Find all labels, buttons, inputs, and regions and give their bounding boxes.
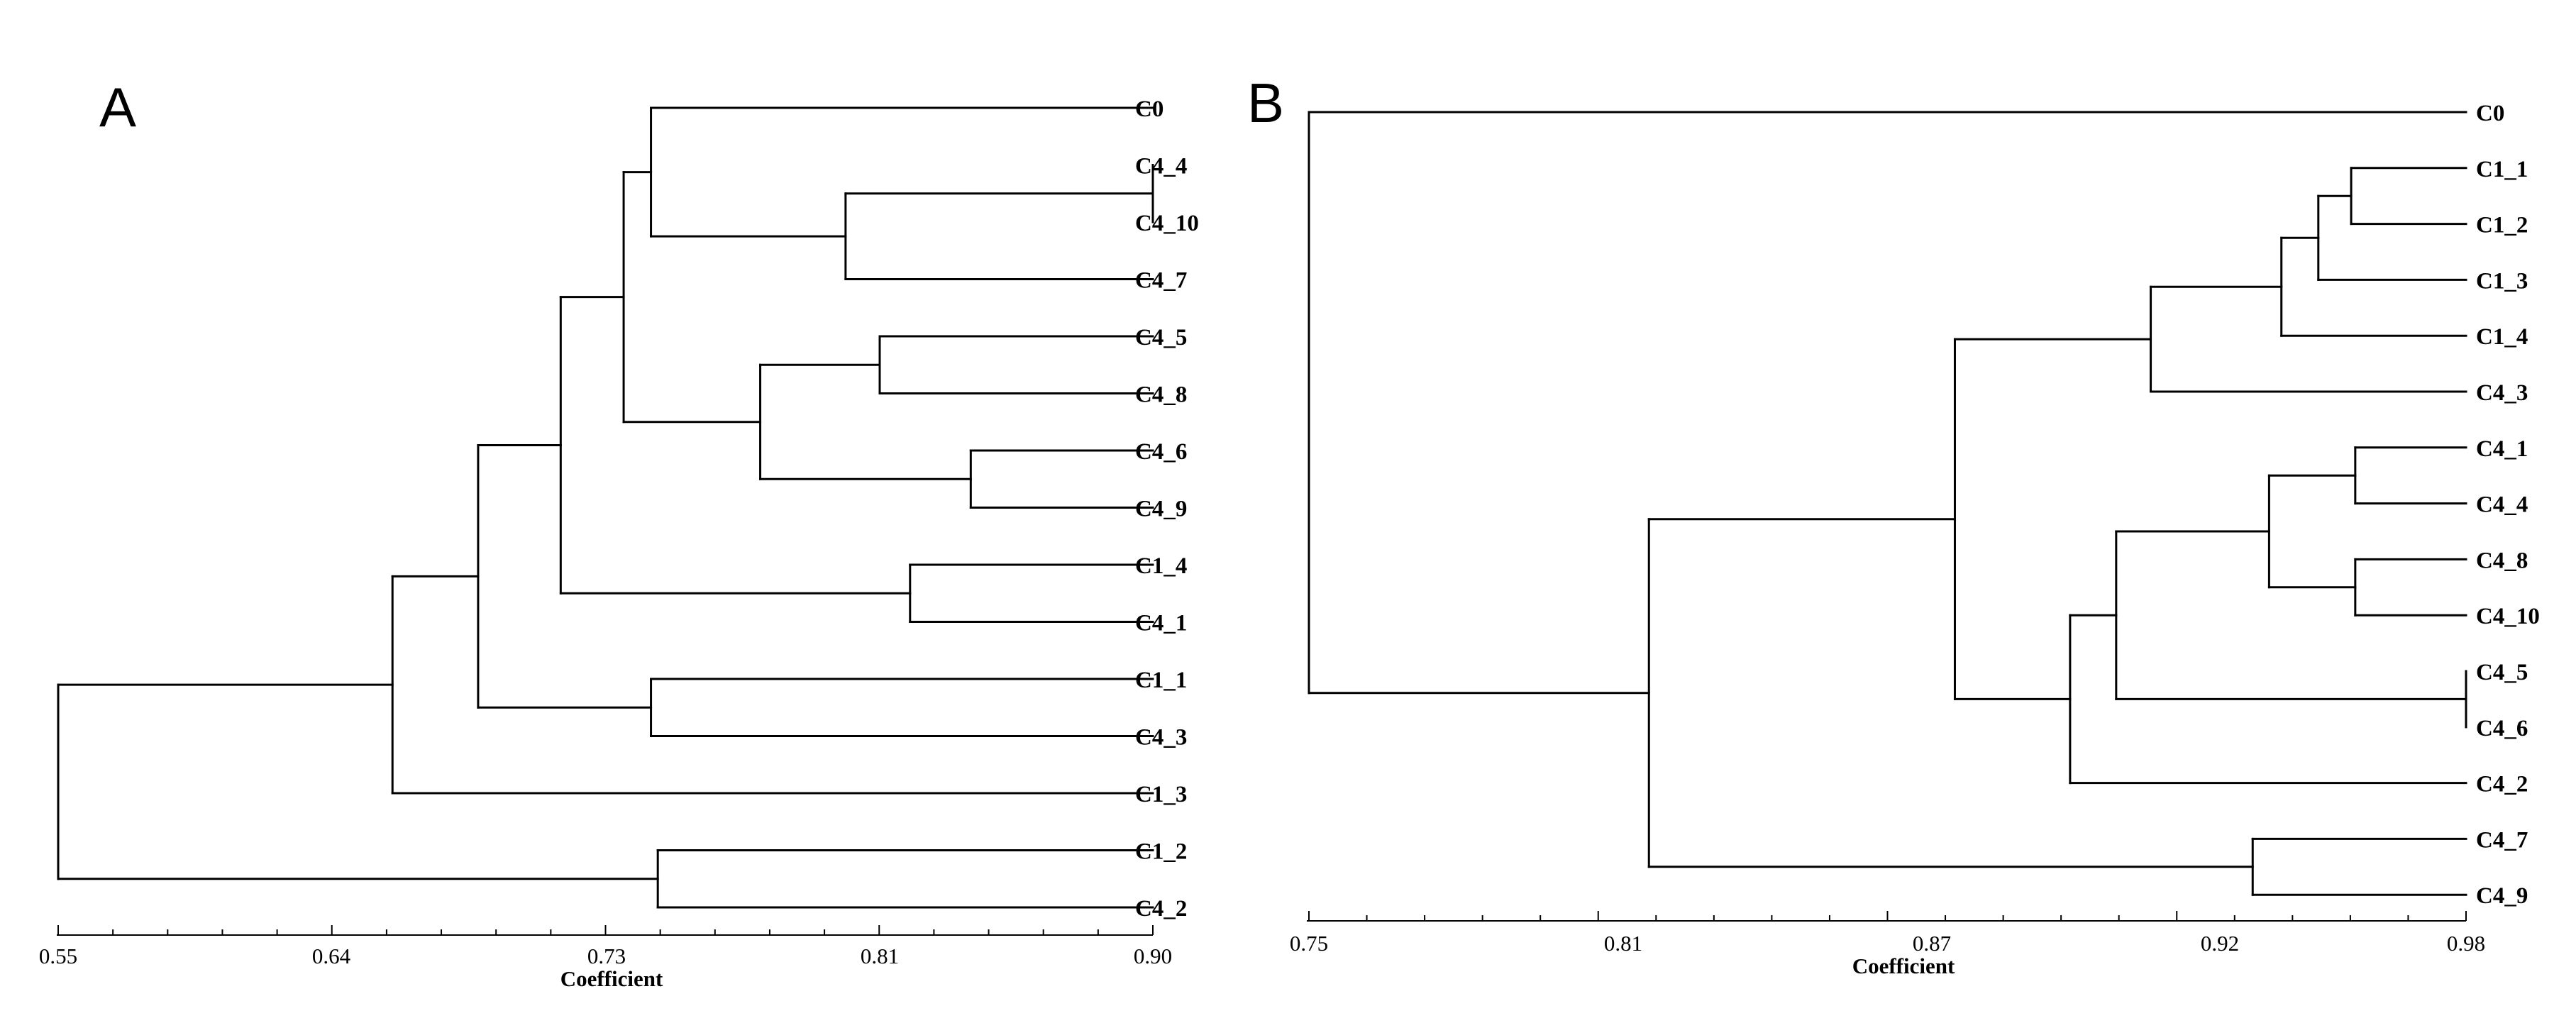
dendrogram-panel-a: A C0 C4_4 C4_10 C4_7 C4_5 C4_8 C4_6 C4_9 C1_4 C4_… [39,76,1199,991]
leaf-label-a-c4-8: C4_8 [1135,382,1187,408]
leaf-label-a-c4-3: C4_3 [1135,725,1187,751]
leaf-label-b-c1-3: C1_3 [2476,268,2528,294]
dendrogram-branches-b [1308,111,2467,896]
leaf-label-b-c1-1: C1_1 [2476,157,2528,182]
leaf-label-b-c4-3: C4_3 [2476,380,2528,406]
dendrogram-branches-a [57,106,1154,909]
leaf-label-b-c4-2: C4_2 [2476,772,2528,797]
x-axis-title-b: Coefficient [1852,954,1955,978]
leaf-label-a-c1-1: C1_1 [1135,668,1187,693]
leaf-label-a-c4-7: C4_7 [1135,268,1187,294]
leaf-label-a-c4-10: C4_10 [1135,211,1199,236]
x-axis-a: 0.55 0.64 0.73 0.81 0.90 Coefficient [39,925,1172,991]
leaf-label-b-c4-5: C4_5 [2476,660,2528,685]
leaf-labels-b: C0 C1_1 C1_2 C1_3 C1_4 C4_3 C4_1 C4_4 C4_8 C4_10 C… [2476,101,2540,909]
x-axis-b: 0.75 0.81 0.87 0.92 0.98 Coefficient [1290,911,2485,978]
leaf-label-b-c0: C0 [2476,101,2504,126]
x-axis-minor-ticks-b [1308,911,2467,921]
leaf-label-b-c4-10: C4_10 [2476,604,2540,629]
tick-label-b-3: 0.92 [2201,931,2239,956]
leaf-label-b-c4-1: C4_1 [2476,436,2528,462]
leaf-label-a-c1-4: C1_4 [1135,553,1187,579]
tick-label-b-0: 0.75 [1290,931,1328,956]
tick-label-a-0: 0.55 [39,944,77,968]
leaf-label-a-c1-2: C1_2 [1135,839,1187,865]
leaf-label-b-c4-7: C4_7 [2476,827,2528,853]
leaf-label-a-c4-9: C4_9 [1135,497,1187,522]
tick-label-a-4: 0.90 [1134,944,1172,968]
leaf-labels-a: C0 C4_4 C4_10 C4_7 C4_5 C4_8 C4_6 C4_9 C1_4 C4_1 C… [1135,96,1199,922]
dendrogram-panel-b: B C0 C1_1 C1_2 C1_3 C1_4 C4_3 C4_1 C4_4 C4_8 C4_1… [1247,72,2540,978]
tick-label-b-1: 0.81 [1604,931,1642,956]
leaf-label-a-c0: C0 [1135,96,1163,122]
leaf-label-a-c4-6: C4_6 [1135,439,1187,465]
tick-label-a-1: 0.64 [312,944,351,968]
tick-label-b-4: 0.98 [2447,931,2485,956]
leaf-label-b-c1-4: C1_4 [2476,324,2528,350]
leaf-label-a-c4-2: C4_2 [1135,896,1187,922]
leaf-label-b-c1-2: C1_2 [2476,213,2528,238]
x-axis-title-a: Coefficient [560,966,663,991]
x-axis-minor-ticks-a [57,925,1154,935]
leaf-label-b-c4-4: C4_4 [2476,492,2528,518]
leaf-label-a-c1-3: C1_3 [1135,782,1187,807]
leaf-label-b-c4-8: C4_8 [2476,548,2528,573]
panel-label-a: A [99,76,136,138]
tick-label-a-2: 0.73 [587,944,626,968]
leaf-label-b-c4-6: C4_6 [2476,716,2528,741]
panel-label-b: B [1247,72,1284,134]
tick-label-b-2: 0.87 [1913,931,1951,956]
leaf-label-a-c4-1: C4_1 [1135,611,1187,636]
leaf-label-b-c4-9: C4_9 [2476,883,2528,909]
leaf-label-a-c4-4: C4_4 [1135,154,1187,179]
tick-label-a-3: 0.81 [861,944,899,968]
leaf-label-a-c4-5: C4_5 [1135,325,1187,350]
